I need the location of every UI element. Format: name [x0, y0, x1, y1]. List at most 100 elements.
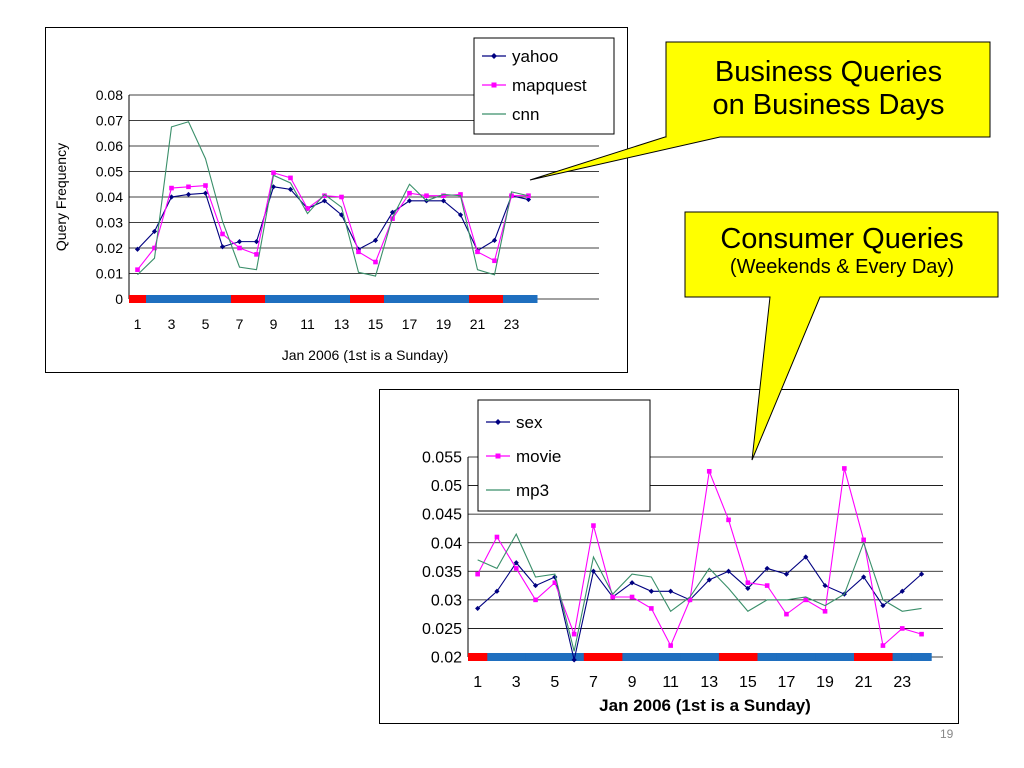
chart1-weekday-segment	[180, 295, 198, 303]
chart2-legend-marker-sex	[495, 419, 501, 425]
chart1-point-mapquest	[441, 193, 446, 199]
chart1-legend-label-yahoo: yahoo	[512, 47, 558, 66]
chart2-point-movie	[842, 466, 847, 471]
chart2-point-sex	[629, 580, 635, 586]
business-callout-title: Business Queries	[714, 56, 943, 88]
chart2-weekday-segment	[815, 653, 836, 661]
chart1-point-mapquest	[271, 170, 276, 176]
chart2-weekend-segment	[603, 653, 623, 661]
chart2-point-movie	[706, 468, 712, 474]
chart2-point-sex	[764, 565, 770, 572]
chart2-ytick-label: 0.045	[422, 507, 462, 524]
chart1-xtick-label: 11	[300, 316, 315, 332]
chart1-point-yahoo	[372, 237, 379, 243]
chart2-weekend-segment	[468, 653, 488, 661]
chart1-weekday-segment	[401, 295, 419, 303]
consumer-callout-subtitle: (Weekends & Every Day)	[729, 256, 955, 279]
chart2-point-movie	[899, 626, 905, 631]
chart1-ytick-label: 0	[115, 291, 123, 307]
chart2-weekend-segment	[854, 653, 874, 661]
chart1-point-yahoo	[389, 209, 396, 215]
business-callout-subtitle: on Business Days	[712, 89, 945, 122]
consumer-callout-text: Consumer Queries (Weekends & Every Day)	[686, 223, 998, 279]
chart2-point-movie	[687, 597, 693, 603]
chart1-point-yahoo	[440, 198, 447, 204]
chart1-xtick-label: 3	[168, 316, 176, 332]
chart2-weekday-segment	[757, 653, 778, 661]
chart2-xtick-label: 13	[700, 674, 718, 691]
chart1-weekday-segment	[435, 295, 453, 303]
chart1-weekday-segment	[384, 295, 402, 303]
chart2-point-movie	[513, 566, 519, 571]
chart1-point-yahoo	[253, 239, 260, 245]
chart1-weekday-segment	[316, 295, 334, 303]
chart1-point-mapquest	[254, 252, 259, 257]
chart1-weekday-segment	[520, 295, 538, 303]
chart1-weekend-segment	[367, 295, 385, 303]
chart1-point-yahoo	[525, 196, 532, 203]
chart2-weekday-segment	[796, 653, 816, 661]
chart2-point-movie	[533, 597, 538, 603]
chart2-weekday-segment	[525, 653, 546, 661]
chart2-point-movie	[822, 608, 828, 614]
chart2-point-movie	[475, 571, 480, 577]
chart2-weekday-segment	[834, 653, 855, 661]
chart1-point-yahoo	[134, 246, 141, 252]
chart1-point-yahoo	[321, 198, 328, 204]
chart1-ytick-label: 0.02	[96, 240, 123, 256]
chart1-xtick-label: 21	[470, 316, 486, 332]
chart1-point-yahoo	[406, 198, 413, 204]
chart2-point-movie	[591, 523, 596, 528]
chart2-xtick-label: 15	[739, 674, 757, 691]
chart2-weekday-segment	[680, 653, 701, 661]
business-callout-text: Business Queries on Business Days	[667, 56, 990, 123]
chart1-weekend-segment	[350, 295, 368, 303]
chart1-xtick-label: 13	[334, 316, 350, 332]
chart1-weekday-segment	[299, 295, 317, 303]
chart1-weekday-segment	[265, 295, 283, 303]
chart2-point-movie	[726, 517, 731, 523]
chart1-series-line-mapquest	[137, 172, 529, 271]
chart2-point-movie	[880, 643, 886, 648]
consumer-callout-shape	[684, 211, 999, 461]
chart2-point-movie	[610, 594, 616, 600]
chart1-series-line-yahoo	[137, 186, 529, 252]
chart2-xtick-label: 7	[589, 674, 598, 691]
chart2-ytick-label: 0.055	[422, 450, 462, 467]
chart1-point-mapquest	[509, 193, 514, 199]
chart1-point-mapquest	[356, 249, 361, 255]
chart1-xtick-label: 19	[436, 316, 452, 332]
chart1-point-mapquest	[526, 193, 531, 199]
chart1-point-mapquest	[135, 267, 140, 272]
chart1-legend-marker-mapquest	[491, 82, 497, 88]
chart1-xtick-label: 15	[368, 316, 384, 332]
chart1-point-yahoo	[202, 190, 209, 196]
chart2-point-sex	[513, 560, 519, 566]
chart2-xtick-label: 5	[550, 674, 559, 691]
chart1-weekday-segment	[163, 295, 181, 303]
chart1-series-line-cnn	[137, 121, 529, 277]
chart2-ytick-label: 0.02	[431, 650, 462, 667]
chart2-point-movie	[552, 580, 558, 586]
chart2-weekday-segment	[892, 653, 913, 661]
chart2-xtick-label: 1	[473, 674, 482, 691]
chart2-ytick-label: 0.025	[422, 621, 462, 638]
chart1-weekend-segment	[129, 295, 147, 303]
chart1-weekday-segment	[282, 295, 300, 303]
chart1-point-mapquest	[322, 193, 327, 199]
chart1-point-mapquest	[458, 192, 463, 197]
chart1-xtick-label: 5	[202, 316, 210, 332]
chart1-xtick-label: 1	[134, 316, 142, 332]
chart2-weekday-segment	[622, 653, 643, 661]
chart2-ytick-label: 0.035	[422, 564, 462, 581]
chart2-point-movie	[649, 606, 654, 611]
chart1-point-mapquest	[373, 259, 378, 265]
chart1-weekend-segment	[231, 295, 249, 303]
chart2-xtick-label: 17	[778, 674, 796, 691]
chart1-legend-marker-yahoo	[491, 53, 497, 59]
business-queries-chart: 0 0.01 0.02 0.03 0.04 0.05 0.06 0.07 0.08 1 3 5 7 9 11…	[45, 27, 628, 373]
chart2-weekday-segment	[487, 653, 508, 661]
chart1-point-yahoo	[491, 237, 498, 243]
chart2-point-movie	[629, 594, 635, 600]
chart2-point-movie	[745, 580, 751, 586]
